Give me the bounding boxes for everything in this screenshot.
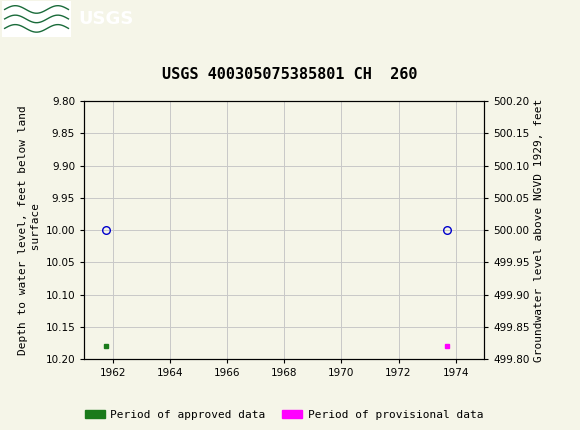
Y-axis label: Groundwater level above NGVD 1929, feet: Groundwater level above NGVD 1929, feet [534,98,544,362]
Text: USGS: USGS [78,10,133,28]
Y-axis label: Depth to water level, feet below land
 surface: Depth to water level, feet below land su… [18,105,41,355]
Text: USGS 400305075385801 CH  260: USGS 400305075385801 CH 260 [162,67,418,82]
Legend: Period of approved data, Period of provisional data: Period of approved data, Period of provi… [81,405,488,424]
Bar [3,2,70,36]
